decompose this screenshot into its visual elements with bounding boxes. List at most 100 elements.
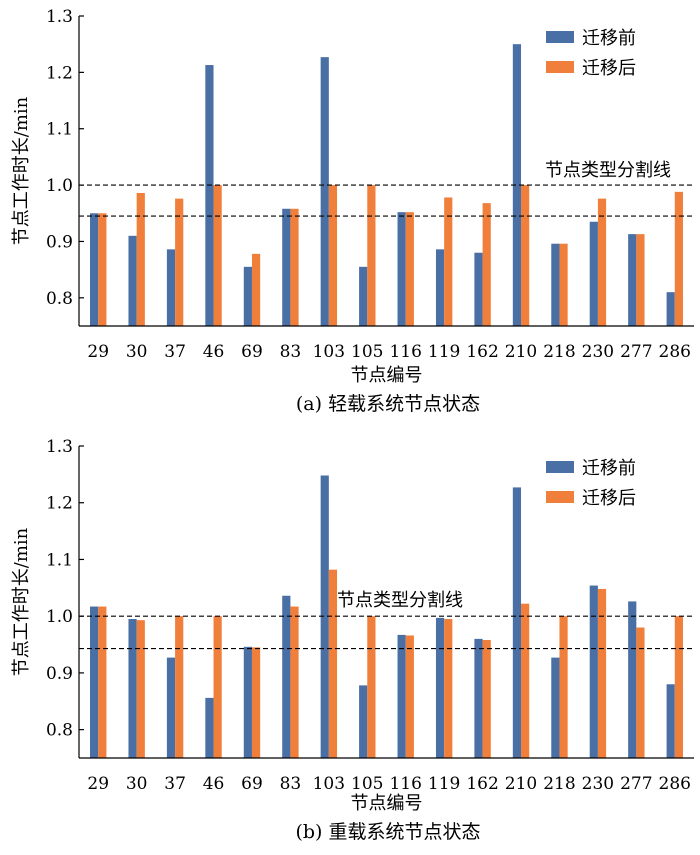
panel-caption: (a) 轻载系统节点状态: [296, 393, 480, 415]
x-tick-label: 46: [203, 774, 225, 794]
x-tick-label: 119: [428, 342, 460, 362]
x-tick-label: 46: [203, 342, 225, 362]
x-tick-label: 230: [582, 342, 614, 362]
x-tick-label: 83: [280, 342, 302, 362]
x-tick-label: 230: [582, 774, 614, 794]
bar-after-286: [674, 191, 683, 326]
x-tick-label: 37: [164, 774, 186, 794]
x-tick-label: 30: [126, 774, 148, 794]
bar-after-103: [328, 569, 338, 758]
x-tick-label: 30: [126, 342, 148, 362]
reference-line-label: 节点类型分割线: [545, 160, 671, 181]
bar-after-29: [98, 606, 107, 758]
bar-before-218: [551, 657, 560, 758]
bar-after-116: [405, 635, 414, 758]
bar-after-46: [213, 185, 222, 326]
legend-label-after: 迁移后: [582, 488, 636, 509]
x-tick-label: 69: [241, 774, 263, 794]
bar-after-286: [674, 616, 683, 758]
bar-before-210: [512, 487, 522, 758]
y-tick-label: 1.3: [46, 7, 73, 27]
bar-after-277: [636, 234, 645, 326]
bar-before-29: [90, 213, 99, 326]
x-tick-label: 37: [164, 342, 186, 362]
y-axis-title: 节点工作时长/min: [11, 96, 32, 245]
bar-before-37: [166, 657, 176, 758]
bar-after-103: [328, 185, 338, 326]
bar-after-218: [559, 616, 568, 758]
bar-before-69: [243, 646, 252, 758]
bar-before-30: [128, 235, 137, 326]
bar-before-162: [474, 638, 483, 758]
bar-before-286: [666, 292, 675, 326]
bar-after-37: [175, 616, 184, 758]
y-tick-label: 1.1: [46, 550, 73, 570]
x-axis-title: 节点编号: [351, 793, 423, 814]
bar-after-37: [175, 198, 184, 326]
bar-after-105: [367, 616, 376, 758]
x-axis-title: 节点编号: [351, 365, 423, 386]
bar-before-105: [359, 685, 368, 758]
bar-after-30: [136, 192, 145, 326]
bar-before-30: [128, 619, 137, 758]
bar-before-46: [205, 65, 214, 326]
legend-label-before: 迁移前: [582, 28, 636, 49]
y-tick-label: 1.0: [46, 176, 73, 196]
bar-after-46: [213, 616, 222, 758]
bar-after-119: [444, 197, 453, 326]
bar-after-162: [482, 203, 491, 326]
x-tick-label: 105: [351, 774, 383, 794]
bar-after-83: [290, 606, 299, 758]
y-tick-label: 0.8: [46, 721, 73, 741]
bar-before-37: [166, 249, 176, 326]
x-tick-label: 286: [659, 342, 691, 362]
legend-swatch-after: [546, 61, 574, 73]
bar-before-286: [666, 684, 675, 758]
bar-before-83: [282, 208, 291, 326]
bar-after-230: [597, 588, 607, 758]
panel-caption: (b) 重载系统节点状态: [295, 821, 480, 843]
bar-after-29: [98, 213, 107, 326]
bar-before-277: [628, 234, 637, 326]
y-tick-label: 1.0: [46, 607, 73, 627]
x-tick-label: 119: [428, 774, 460, 794]
bar-before-230: [589, 221, 598, 326]
chart-panel-b: 节点类型分割线 0.8 0.9 1.0 1.1 1.2 1.3 29 30 37 46 69 83 103…: [11, 437, 694, 843]
bar-before-119: [435, 617, 445, 758]
bar-after-210: [521, 185, 530, 326]
reference-line-label: 节点类型分割线: [337, 590, 463, 611]
bar-after-230: [597, 198, 607, 326]
bar-after-210: [521, 603, 530, 758]
bar-after-83: [290, 208, 299, 326]
bar-before-105: [359, 266, 368, 326]
y-axis-title: 节点工作时长/min: [11, 527, 32, 676]
x-tick-label: 103: [313, 774, 345, 794]
legend-label-after: 迁移后: [582, 58, 636, 79]
x-tick-label: 29: [87, 774, 109, 794]
y-tick-label: 0.8: [46, 289, 73, 309]
x-tick-label: 210: [505, 342, 537, 362]
bar-before-277: [628, 601, 637, 758]
legend-swatch-before: [546, 461, 574, 473]
bar-before-46: [205, 697, 214, 758]
chart-panel-a: 节点类型分割线 0.8 0.9 1.0 1.1 1.2 1.3 29 30 37 46 69 83 103…: [11, 7, 694, 415]
legend-label-before: 迁移前: [582, 458, 636, 479]
bar-before-218: [551, 243, 560, 326]
x-tick-label: 286: [659, 774, 691, 794]
bar-before-116: [397, 634, 406, 758]
bar-after-116: [405, 212, 414, 326]
bar-before-116: [397, 212, 406, 326]
bar-before-162: [474, 252, 483, 326]
x-tick-label: 218: [543, 342, 575, 362]
bar-after-119: [444, 619, 453, 758]
x-tick-label: 218: [543, 774, 575, 794]
y-tick-label: 0.9: [46, 664, 73, 684]
bar-before-103: [320, 475, 329, 758]
bar-before-230: [589, 585, 598, 758]
x-tick-label: 162: [466, 774, 498, 794]
bar-after-218: [559, 243, 568, 326]
x-tick-label: 277: [620, 774, 652, 794]
x-tick-label: 103: [313, 342, 345, 362]
bar-after-105: [367, 185, 376, 326]
